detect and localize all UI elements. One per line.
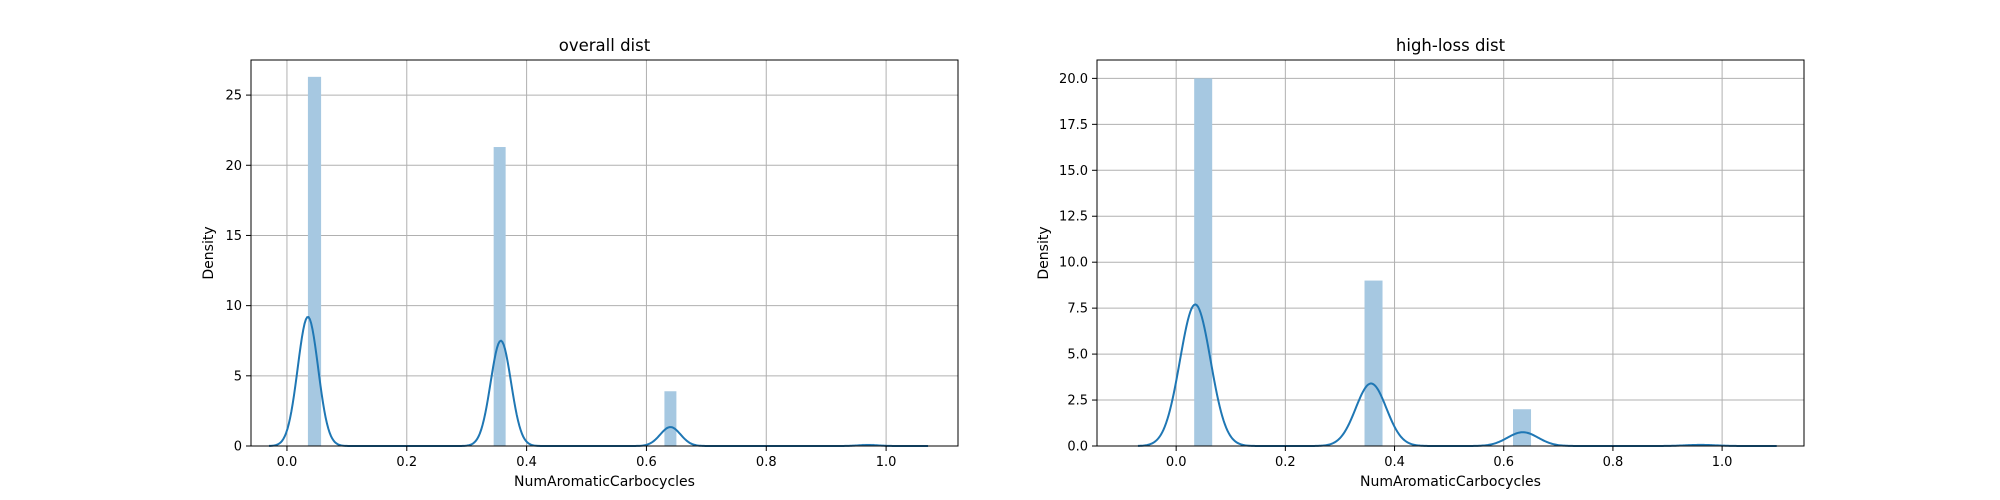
- high-loss-dist-x-axis-label: NumAromaticCarbocycles: [1360, 474, 1541, 490]
- high-loss-dist-x-tick-label: 0.8: [1603, 455, 1624, 470]
- high-loss-dist-y-tick-label: 10.0: [1059, 256, 1088, 271]
- overall-dist-histogram-bar: [307, 76, 322, 447]
- overall-dist-x-tick-label: 0.0: [277, 455, 298, 470]
- high-loss-dist-title: high-loss dist: [1396, 36, 1506, 55]
- high-loss-dist-y-tick-label: 5.0: [1067, 348, 1088, 363]
- overall-dist-histogram-bar: [493, 147, 506, 446]
- high-loss-dist-y-tick-label: 12.5: [1059, 210, 1088, 225]
- overall-dist-y-ticks: 0 5 10 15 20 25: [225, 89, 251, 455]
- high-loss-dist-y-tick-label: 0.0: [1067, 440, 1088, 455]
- high-loss-dist-y-tick-label: 2.5: [1067, 394, 1088, 409]
- high-loss-dist-y-tick-label: 15.0: [1059, 164, 1088, 179]
- high-loss-dist-y-axis-label: Density: [1036, 226, 1052, 279]
- high-loss-dist-grid: [1097, 60, 1804, 447]
- overall-dist-axes-frame: [250, 59, 959, 447]
- high-loss-dist-x-tick-label: 0.2: [1275, 455, 1296, 470]
- overall-dist-y-tick-label: 0: [234, 440, 242, 455]
- overall-dist-panel: 0.0 0.2 0.4 0.6 0.8 1.0 0 5 10 15 20 25 overall di…: [201, 36, 959, 490]
- overall-dist-histogram-bar: [664, 391, 677, 446]
- overall-dist-x-tick-label: 0.2: [396, 455, 417, 470]
- high-loss-dist-x-tick-label: 0.4: [1384, 455, 1405, 470]
- high-loss-dist-x-tick-label: 1.0: [1712, 455, 1733, 470]
- overall-dist-y-tick-label: 10: [225, 299, 242, 314]
- overall-dist-y-axis-label: Density: [201, 226, 217, 279]
- overall-dist-y-tick-label: 15: [225, 229, 242, 244]
- overall-dist-x-tick-label: 1.0: [876, 455, 897, 470]
- overall-dist-y-tick-label: 5: [234, 369, 242, 384]
- high-loss-dist-x-tick-label: 0.6: [1493, 455, 1514, 470]
- overall-dist-x-axis-label: NumAromaticCarbocycles: [514, 474, 695, 490]
- high-loss-dist-x-tick-label: 0.0: [1166, 455, 1187, 470]
- high-loss-dist-y-ticks: 0.0 2.5 5.0 7.5 10.0 12.5 15.0 17.5 20.0: [1059, 72, 1097, 455]
- overall-dist-title: overall dist: [559, 36, 651, 55]
- high-loss-dist-histogram: [1194, 78, 1713, 446]
- high-loss-dist-histogram-bar: [1194, 78, 1213, 446]
- high-loss-dist-y-tick-label: 7.5: [1067, 302, 1088, 317]
- overall-dist-x-tick-label: 0.4: [516, 455, 537, 470]
- high-loss-dist-histogram-bar: [1364, 280, 1383, 446]
- high-loss-dist-panel: 0.0 0.2 0.4 0.6 0.8 1.0 0.0 2.5 5.0 7.5 10.0 12.5 1…: [1036, 36, 1805, 490]
- overall-dist-x-ticks: 0.0 0.2 0.4 0.6 0.8 1.0: [277, 446, 897, 470]
- high-loss-dist-histogram-bar: [1513, 409, 1532, 446]
- overall-dist-x-tick-label: 0.8: [756, 455, 777, 470]
- overall-dist-y-tick-label: 20: [225, 159, 242, 174]
- high-loss-dist-x-ticks: 0.0 0.2 0.4 0.6 0.8 1.0: [1166, 446, 1733, 470]
- high-loss-dist-y-tick-label: 17.5: [1059, 118, 1088, 133]
- overall-dist-y-tick-label: 25: [225, 89, 242, 104]
- high-loss-dist-y-tick-label: 20.0: [1059, 72, 1088, 87]
- high-loss-dist-axes-frame: [1096, 59, 1805, 447]
- overall-dist-x-tick-label: 0.6: [636, 455, 657, 470]
